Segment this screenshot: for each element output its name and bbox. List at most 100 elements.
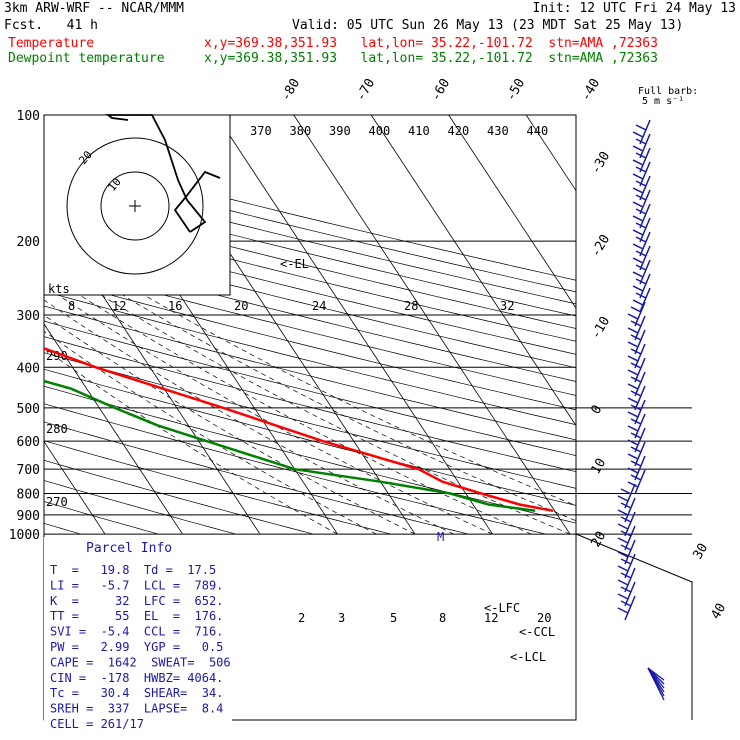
- moist-adiabat-line: [44, 314, 416, 535]
- wind-barb: [627, 397, 639, 404]
- parcel-info-row: SREH = 337 LAPSE= 8.4: [50, 702, 223, 716]
- wind-barb: [630, 390, 642, 397]
- wind-barb: [620, 544, 632, 551]
- temperature-skew-label: -80: [278, 76, 303, 104]
- wind-barb: [624, 525, 636, 551]
- wind-barb: [634, 343, 646, 369]
- dry-adiabat-line: [44, 320, 576, 456]
- wind-barb: [630, 376, 642, 383]
- parcel-info-row: CIN = -178 HWBZ= 4064.: [50, 671, 223, 685]
- pressure-tick-label: 300: [17, 309, 40, 324]
- potential-temperature-label: 440: [527, 124, 549, 138]
- plot-frame: [43, 114, 577, 721]
- wind-barb: [624, 581, 636, 607]
- wind-barb: [639, 175, 651, 201]
- parcel-info-row: LI = -5.7 LCL = 789.: [50, 578, 223, 592]
- wind-barb: [624, 511, 636, 537]
- wind-barb: [634, 329, 646, 355]
- wind-barb: [627, 313, 639, 320]
- pressure-tick-label: 400: [17, 361, 40, 376]
- dewpoint-legend: Dewpoint temperature: [8, 51, 165, 66]
- parcel-info-row: Tc = 30.4 SHEAR= 34.: [50, 686, 223, 700]
- wind-barb: [635, 166, 647, 173]
- wind-barb: [632, 201, 644, 208]
- parcel-info-background: [44, 537, 232, 727]
- parcel-info-row: PW = 2.99 YGP = 0.5: [50, 640, 223, 654]
- dry-adiabat-line: [44, 305, 576, 441]
- wind-barb: [639, 133, 651, 159]
- mixing-ratio-label: 2: [298, 611, 305, 625]
- mixing-ratio-label: 20: [537, 611, 551, 625]
- parcel-info-row: K = 32 LFC = 652.: [50, 594, 223, 608]
- mixing-ratio-label: 16: [168, 299, 182, 313]
- wind-barb: [617, 509, 629, 516]
- init-time: Init: 12 UTC Fri 24 May 13: [532, 1, 737, 16]
- pressure-tick-label: 700: [17, 463, 40, 478]
- wind-barb: [635, 180, 647, 187]
- wind-barb: [634, 441, 646, 467]
- wind-barb: [627, 439, 639, 446]
- wind-barb: [620, 558, 632, 565]
- temperature-skew-label: -20: [588, 232, 613, 260]
- wind-barb: [639, 287, 651, 313]
- hodograph-ring: [100, 171, 170, 241]
- temperature-skew-label: 0: [588, 403, 605, 417]
- valid-time: Valid: 05 UTC Sun 26 May 13 (23 MDT Sat …: [292, 18, 684, 33]
- parcel-info-row: CAPE = 1642 SWEAT= 506: [50, 655, 231, 669]
- dry-adiabat-line: [44, 162, 576, 293]
- wind-barb: [617, 607, 629, 614]
- wind-barb: [624, 483, 636, 509]
- wind-barb: [617, 565, 629, 572]
- mixing-ratio-label: 28: [404, 299, 418, 313]
- wind-barb: [627, 383, 639, 390]
- dry-adiabat-line: [44, 459, 314, 535]
- wind-barb: [630, 474, 642, 481]
- model-title: 3km ARW-WRF -- NCAR/MMM: [4, 1, 185, 16]
- isotherm-line: [44, 205, 261, 535]
- wind-barb: [632, 299, 644, 306]
- isotherm-line: [293, 115, 571, 535]
- hodograph-unit-label: kts: [48, 282, 70, 296]
- potential-temperature-label: 430: [487, 124, 509, 138]
- wind-barb: [627, 355, 639, 362]
- parcel-info-title: Parcel Info: [86, 541, 172, 556]
- wind-barb: [624, 539, 636, 565]
- plot-frame-extension: [575, 533, 693, 720]
- potential-temperature-label: 270: [46, 495, 68, 509]
- wind-barb: [620, 600, 632, 607]
- potential-temperature-label: 420: [448, 124, 470, 138]
- temperature-location: x,y=369.38,351.93 lat,lon= 35.22,-101.72…: [204, 36, 658, 51]
- wind-barb: [635, 264, 647, 271]
- dry-adiabat-line: [44, 210, 576, 342]
- wind-barb: [635, 138, 647, 145]
- dewpoint-profile-line: [44, 379, 536, 513]
- wind-barb: [632, 229, 644, 236]
- wind-barb: [632, 173, 644, 180]
- dry-adiabat-line: [44, 480, 236, 535]
- mixing-ratio-label: 3: [338, 611, 345, 625]
- mixing-ratio-label: 12: [484, 611, 498, 625]
- level-marker: <-LFC: [484, 601, 520, 615]
- wind-barb: [632, 145, 644, 152]
- wind-barb: [627, 453, 639, 460]
- wind-barb: [635, 292, 647, 299]
- mixing-ratio-label: 32: [500, 299, 514, 313]
- wind-barb: [627, 327, 639, 334]
- wind-barb: [630, 404, 642, 411]
- wind-barb: [630, 320, 642, 327]
- level-marker: <-LCL: [510, 650, 546, 664]
- wind-barb: [632, 271, 644, 278]
- temperature-skew-label: 40: [708, 601, 729, 622]
- potential-temperature-label: 390: [329, 124, 351, 138]
- dry-adiabat-line: [44, 336, 576, 473]
- parcel-info-row: TT = 55 EL = 176.: [50, 609, 223, 623]
- mixing-ratio-label: 8: [439, 611, 446, 625]
- pressure-tick-label: 600: [17, 435, 40, 450]
- wind-barb: [639, 231, 651, 257]
- temperature-skew-label: 10: [588, 456, 609, 477]
- wind-barb: [634, 301, 646, 327]
- wind-barb: [639, 119, 651, 145]
- dry-adiabat-line: [44, 197, 576, 329]
- temperature-skew-label: 20: [588, 529, 609, 550]
- temperature-legend: Temperature: [8, 36, 95, 51]
